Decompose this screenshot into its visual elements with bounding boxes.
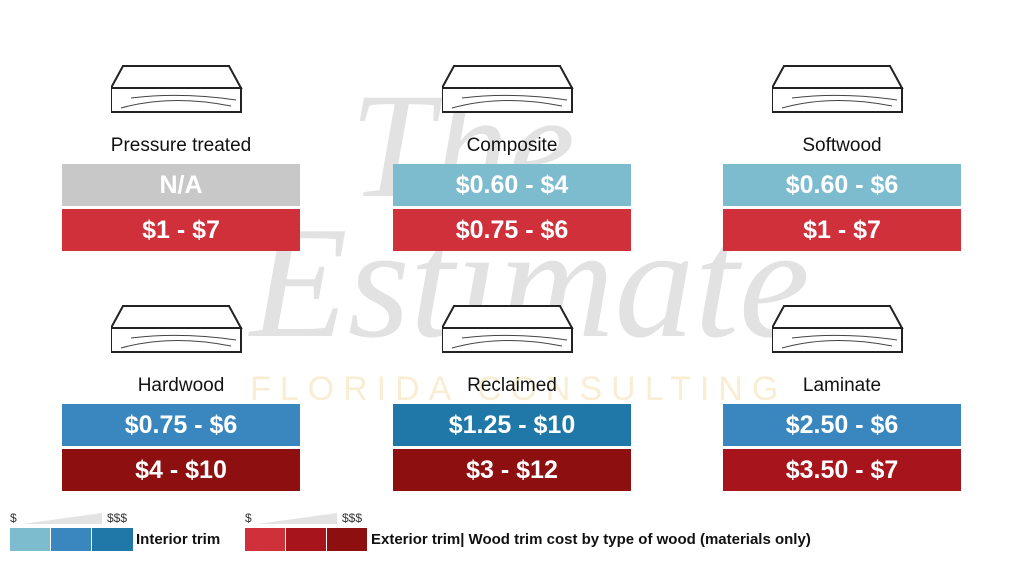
legend-high: $$$ [107,511,128,525]
watermark: FLORIDA CONSULTING [250,370,788,408]
legend-label: Exterior trim| Wood trim cost by type of… [371,531,811,548]
wood-icon [770,298,912,358]
legend-low: $ [10,511,17,525]
legend-swatch [10,528,50,551]
legend-swatch [286,528,326,551]
icon-shape [440,65,574,113]
legend-swatch [92,528,133,551]
icon-shape [440,305,574,353]
exterior-price: $3.50 - $7 [723,449,961,491]
wood-name: Softwood [802,135,882,156]
exterior-price: $0.75 - $6 [393,209,631,251]
wood-name: Pressure treated [110,135,252,156]
wood-icon [770,58,912,118]
legend-low: $ [245,511,252,525]
interior-price: $0.60 - $6 [723,164,961,206]
interior-price: N/A [62,164,300,206]
legend-swatch [51,528,91,551]
wood-icon [109,298,251,358]
icon-shape [770,305,904,353]
icon-shape [109,65,243,113]
wood-name: Laminate [802,375,882,396]
legend-label: Interior trim [136,531,221,548]
wood-name: Composite [466,135,558,156]
interior-price: $0.60 - $4 [393,164,631,206]
icon-shape [770,65,904,113]
legend-wedge [257,513,337,524]
legend-wedge [22,513,102,524]
wood-name: Reclaimed [467,375,557,396]
interior-price: $1.25 - $10 [393,404,631,446]
wood-icon [440,298,582,358]
exterior-price: $1 - $7 [723,209,961,251]
wood-icon [440,58,582,118]
exterior-price: $3 - $12 [393,449,631,491]
wood-name: Hardwood [137,375,225,396]
exterior-price: $4 - $10 [62,449,300,491]
legend-swatch [327,528,367,551]
interior-price: $2.50 - $6 [723,404,961,446]
icon-shape [109,305,243,353]
interior-price: $0.75 - $6 [62,404,300,446]
legend-high: $$$ [342,511,363,525]
exterior-price: $1 - $7 [62,209,300,251]
legend-swatch [245,528,285,551]
wood-icon [109,58,251,118]
